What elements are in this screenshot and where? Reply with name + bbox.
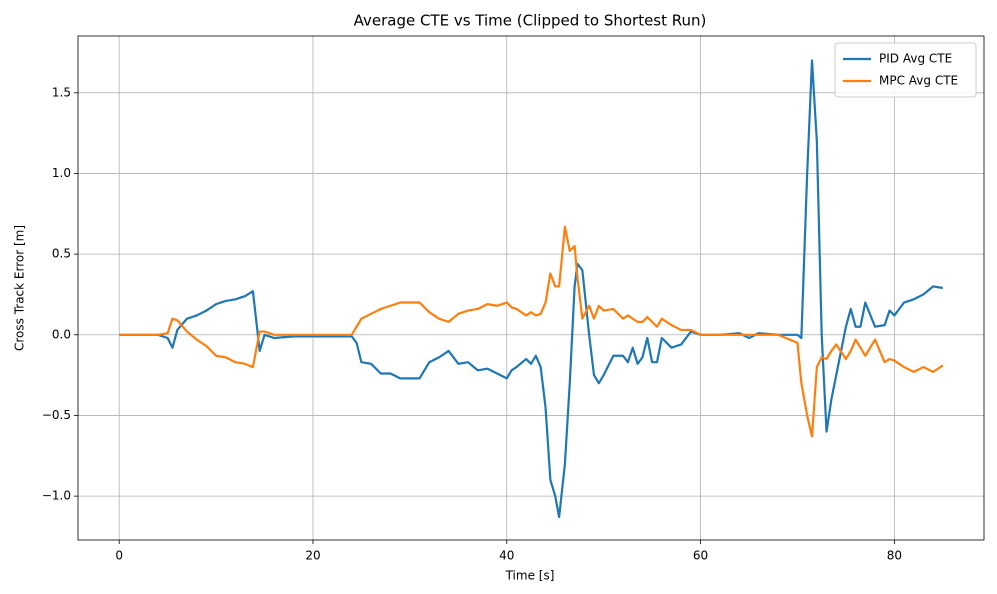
plot-frame — [77, 35, 985, 541]
legend-box — [834, 42, 977, 98]
x-tick-label: 80 — [887, 549, 902, 563]
chart-title: Average CTE vs Time (Clipped to Shortest… — [354, 12, 707, 30]
y-tick-label: 0.0 — [52, 327, 71, 341]
x-tick-label: 40 — [499, 549, 514, 563]
y-tick-label: −1.0 — [42, 489, 71, 503]
data-line — [119, 225, 944, 438]
x-tick-label: 0 — [115, 549, 123, 563]
x-axis-label: Time [s] — [505, 569, 555, 583]
y-axis-label: Cross Track Error [m] — [13, 225, 27, 351]
x-tick-label: 20 — [305, 549, 320, 563]
y-tick-label: 1.5 — [52, 85, 71, 99]
y-tick-label: 0.5 — [52, 247, 71, 261]
data-line — [119, 59, 944, 519]
legend-label: MPC Avg CTE — [879, 74, 958, 88]
y-tick-label: −0.5 — [42, 408, 71, 422]
y-tick-label: 1.0 — [52, 166, 71, 180]
legend-label: PID Avg CTE — [879, 52, 952, 66]
x-tick-label: 60 — [693, 549, 708, 563]
